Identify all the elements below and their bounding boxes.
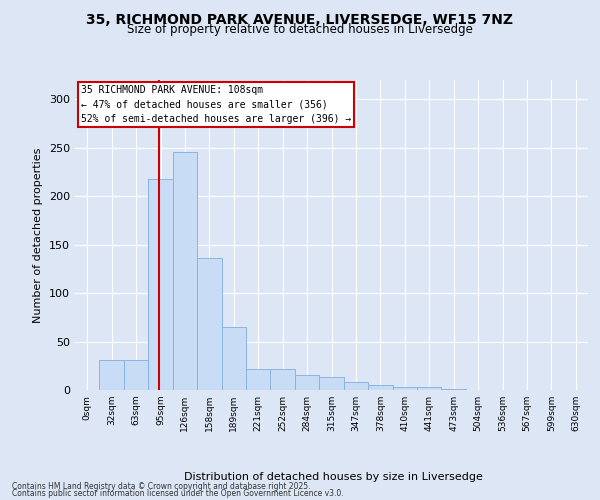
- Text: 35, RICHMOND PARK AVENUE, LIVERSEDGE, WF15 7NZ: 35, RICHMOND PARK AVENUE, LIVERSEDGE, WF…: [86, 12, 514, 26]
- Bar: [124, 360, 148, 390]
- Bar: [417, 387, 442, 390]
- Bar: [271, 368, 295, 390]
- Y-axis label: Number of detached properties: Number of detached properties: [34, 148, 43, 322]
- Bar: [368, 385, 392, 390]
- Bar: [148, 179, 173, 390]
- Bar: [295, 376, 319, 390]
- Bar: [344, 382, 368, 390]
- Text: 35 RICHMOND PARK AVENUE: 108sqm
← 47% of detached houses are smaller (356)
52% o: 35 RICHMOND PARK AVENUE: 108sqm ← 47% of…: [81, 84, 352, 124]
- Bar: [100, 360, 124, 390]
- Bar: [319, 378, 344, 390]
- Bar: [392, 387, 417, 390]
- Text: Distribution of detached houses by size in Liversedge: Distribution of detached houses by size …: [184, 472, 482, 482]
- Bar: [442, 389, 466, 390]
- Bar: [197, 258, 221, 390]
- Bar: [246, 368, 271, 390]
- Text: Size of property relative to detached houses in Liversedge: Size of property relative to detached ho…: [127, 24, 473, 36]
- Bar: [173, 152, 197, 390]
- Text: Contains HM Land Registry data © Crown copyright and database right 2025.: Contains HM Land Registry data © Crown c…: [12, 482, 311, 491]
- Bar: [221, 327, 246, 390]
- Text: Contains public sector information licensed under the Open Government Licence v3: Contains public sector information licen…: [12, 489, 344, 498]
